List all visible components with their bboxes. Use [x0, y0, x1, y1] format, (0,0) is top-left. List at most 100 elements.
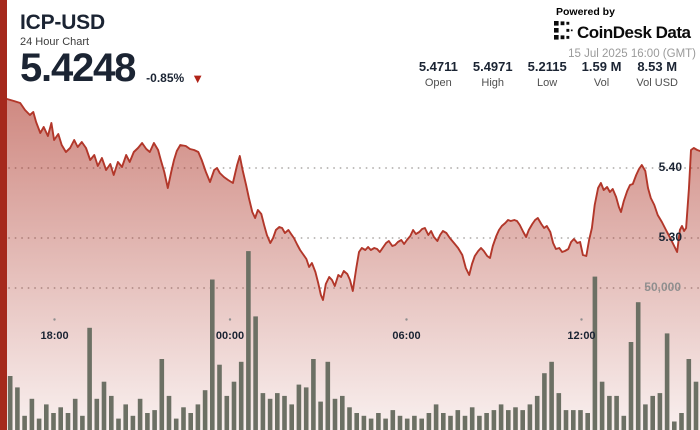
stat-high-label: High [481, 77, 505, 89]
x-tick-dot [53, 318, 56, 321]
volume-bar [578, 410, 583, 430]
volume-bar [101, 381, 107, 430]
volume-bar [412, 415, 417, 430]
volume-bar [354, 413, 359, 430]
branding-block: Powered by CoinDesk Data 15 Jul 2025 16:… [546, 6, 698, 60]
price-change-percent: -0.85% [146, 71, 185, 85]
stat-high-value: 5.4971 [472, 59, 513, 74]
left-accent-bar [0, 0, 7, 430]
volume-bar [693, 381, 699, 430]
coindesk-dots-icon [554, 21, 573, 45]
volume-bar [491, 410, 497, 430]
volume-bar [173, 418, 179, 430]
volume-bar [123, 404, 128, 430]
volume-bar [679, 413, 684, 430]
volume-bar [469, 407, 475, 430]
stat-vol-value: 1.59 M [581, 59, 622, 74]
volume-bar [22, 415, 27, 430]
powered-by-label: Powered by [556, 6, 615, 18]
volume-bar [311, 359, 316, 430]
volume-bar [36, 418, 42, 430]
volume-bar [72, 398, 78, 430]
volume-bar [51, 413, 56, 430]
volume-bar [109, 395, 114, 430]
volume-bar [672, 421, 677, 430]
coindesk-logo-text: CoinDesk Data [577, 23, 691, 42]
price-row: 5.4248 -0.85% ▼ [20, 46, 205, 90]
volume-bar [368, 418, 374, 430]
volume-bar [462, 415, 468, 430]
volume-bar [506, 410, 511, 430]
volume-bar [614, 395, 619, 430]
volume-bar [65, 413, 71, 430]
volume-bar [195, 404, 201, 430]
volume-bar [318, 401, 323, 430]
volume-bar [599, 381, 605, 430]
volume-bar [58, 407, 63, 430]
volume-bar [426, 413, 432, 430]
volume-bar [657, 393, 663, 430]
header: ICP-USD 24 Hour Chart [20, 11, 105, 49]
volume-bar [238, 361, 244, 430]
volume-bar [44, 404, 49, 430]
stat-open: 5.4711 Open [419, 59, 458, 89]
volume-bar [347, 407, 352, 430]
instrument-symbol: ICP-USD [20, 11, 105, 34]
volume-bar [253, 316, 258, 430]
price-area [7, 99, 700, 430]
volume-bar [549, 361, 554, 430]
volume-bar [376, 413, 381, 430]
volume-bar [513, 407, 518, 430]
coindesk-logo[interactable]: CoinDesk Data [546, 21, 698, 45]
last-price: 5.4248 [20, 46, 136, 90]
x-tick-dot [580, 318, 583, 321]
volume-bar [7, 376, 13, 430]
price-line [6, 98, 700, 301]
volume-bar [282, 395, 287, 430]
volume-bar [686, 359, 692, 430]
volume-bar [556, 393, 562, 430]
volume-bar [664, 333, 670, 430]
volume-bar [29, 398, 35, 430]
stat-open-value: 5.4711 [418, 59, 458, 74]
volume-bar [202, 390, 208, 430]
volume-bar [152, 410, 157, 430]
x-tick-dot [228, 318, 232, 321]
volume-bar [607, 395, 612, 430]
volume-bar [498, 404, 504, 430]
volume-bar [137, 398, 143, 430]
volume-bar [231, 381, 237, 430]
volume-bar [585, 413, 590, 430]
volume-bar [520, 410, 525, 430]
volume-bar [340, 395, 345, 430]
volume-bar [455, 410, 461, 430]
volume-bar [563, 410, 569, 430]
volume-bar [267, 398, 273, 430]
volume-bar [260, 393, 266, 430]
volume-bar [448, 415, 453, 430]
chart-subtitle: 24 Hour Chart [20, 36, 90, 48]
stat-low-value: 5.2115 [527, 59, 567, 74]
volume-bar [621, 415, 627, 430]
volume-bar [130, 415, 136, 430]
volume-bar [390, 410, 396, 430]
volume-bar [145, 413, 150, 430]
volume-bar [534, 395, 540, 430]
data-timestamp: 15 Jul 2025 16:00 (GMT) [568, 48, 696, 60]
volume-bar [325, 361, 331, 430]
volume-bar [650, 395, 655, 430]
volume-bar [296, 384, 302, 430]
stat-low: 5.2115 Low [528, 59, 567, 89]
volume-bar [188, 413, 193, 430]
volume-bar [94, 398, 100, 430]
volume-bar [289, 404, 294, 430]
stat-high: 5.4971 High [473, 59, 513, 89]
volume-bar [404, 418, 410, 430]
volume-bar [116, 418, 121, 430]
price-down-triangle-icon: ▼ [191, 71, 205, 86]
volume-bar [635, 302, 641, 430]
volume-bar [527, 404, 533, 430]
volume-bar [484, 413, 489, 430]
volume-bar [224, 395, 230, 430]
